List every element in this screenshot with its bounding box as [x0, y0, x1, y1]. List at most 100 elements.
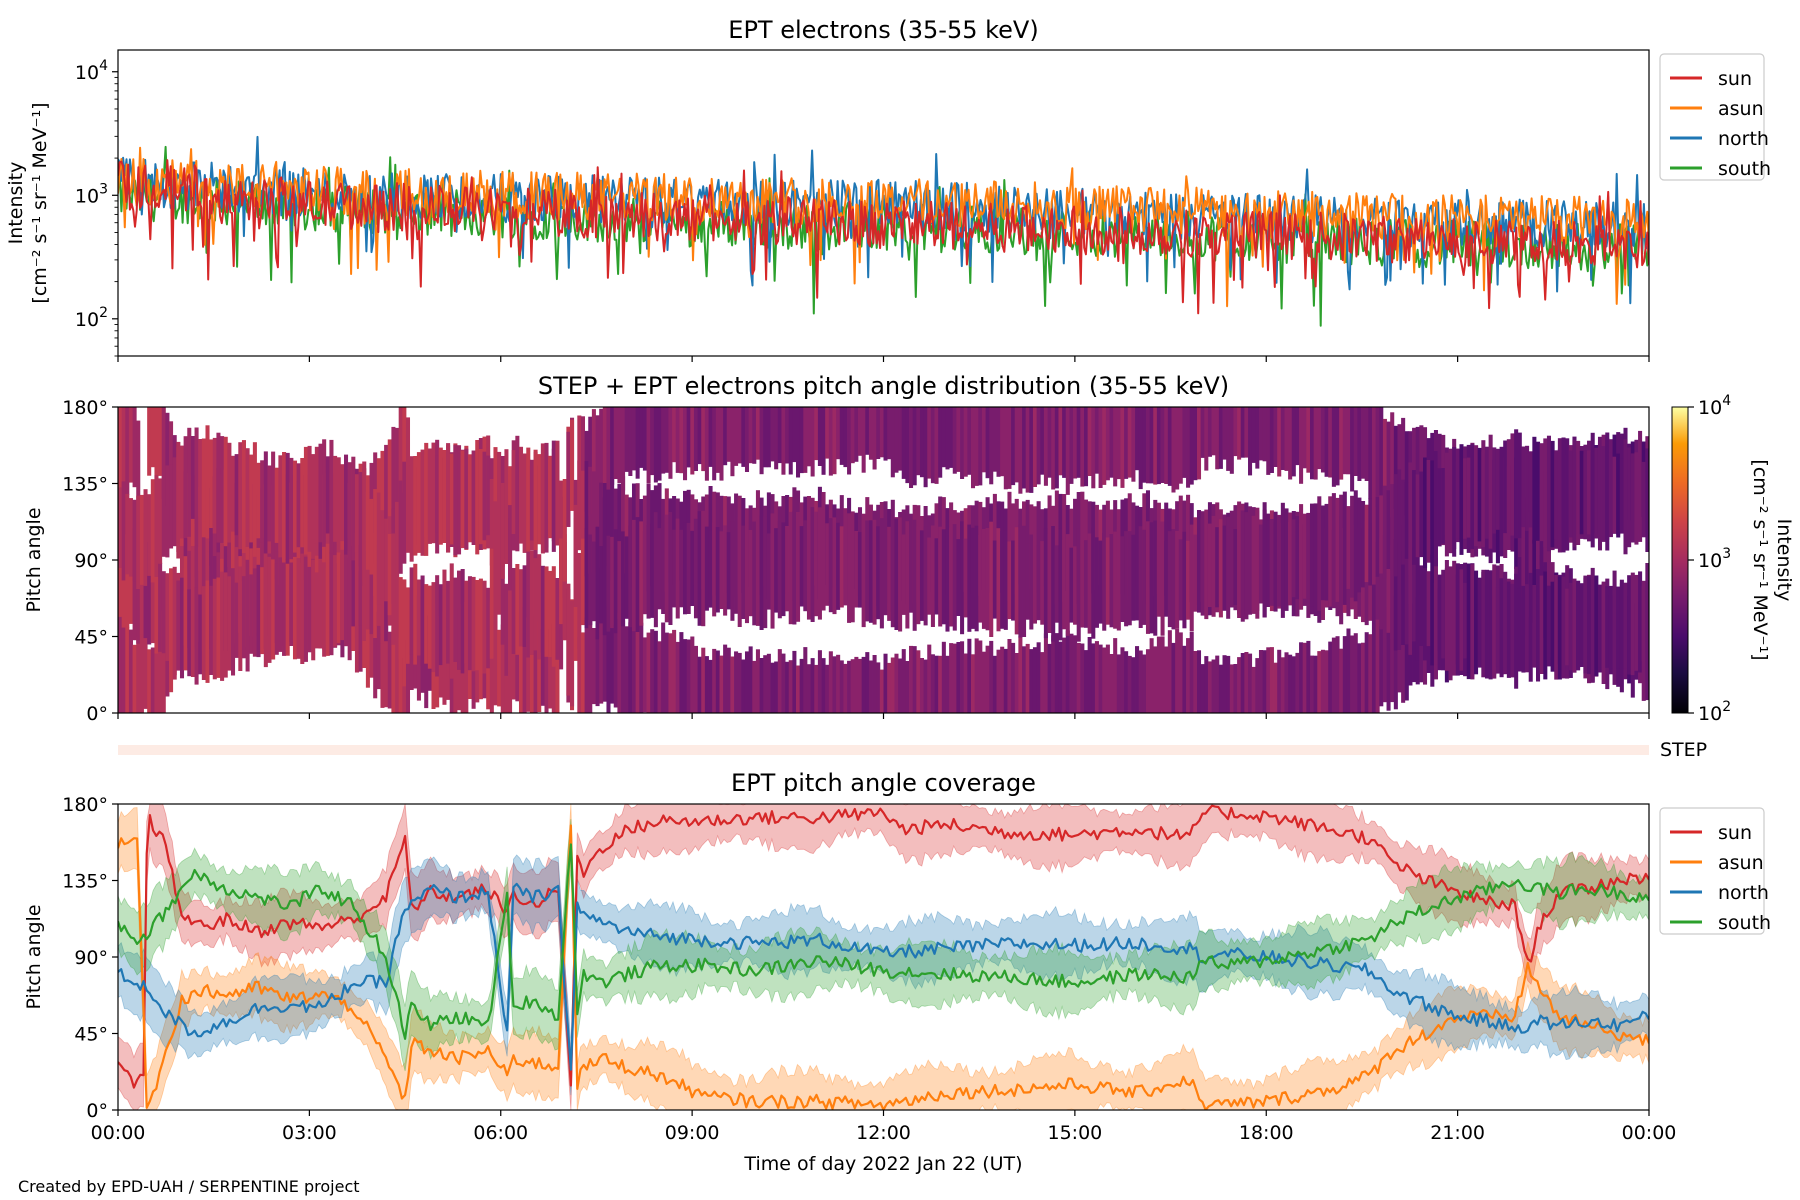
pad-cell-south	[1346, 506, 1351, 589]
pad-cell-north	[1459, 569, 1464, 671]
pad-cell-asun	[1313, 655, 1318, 713]
coverage-line-south	[118, 843, 1649, 1040]
pad-cell-south	[413, 563, 418, 665]
pad-cell-asun	[1131, 657, 1136, 713]
pad-cell-asun	[1218, 664, 1223, 713]
pad-cell-south	[1058, 528, 1063, 641]
pad-cell-south	[1262, 509, 1267, 618]
pad-cell-sun	[1098, 407, 1103, 488]
pad-cell-south	[438, 584, 443, 666]
pad-cell-asun	[1226, 655, 1231, 713]
pad-cell-north	[1630, 572, 1635, 676]
pad-cell-asun	[1149, 638, 1154, 713]
pad-cell-north	[617, 483, 622, 580]
pad-cell-north	[424, 454, 429, 538]
pad-cell-south	[263, 451, 268, 554]
pad-cell-asun	[1036, 642, 1041, 713]
pad-cell-south	[252, 442, 257, 557]
pad-cell-sun	[1229, 407, 1234, 474]
pad-cell-south	[533, 558, 538, 651]
pad-cell-south	[121, 481, 126, 581]
pad-cell-north	[1528, 572, 1533, 682]
x-tick-label: 12:00	[856, 1122, 911, 1144]
pad-cell-sun	[821, 407, 826, 475]
pad-cell-sun	[650, 407, 655, 476]
pad-cell-asun	[595, 622, 600, 707]
pad-cell-sun	[201, 480, 206, 578]
pad-cell-south	[945, 522, 950, 632]
intensity-x-ticks	[117, 356, 1650, 362]
pad-cell-sun	[1218, 407, 1223, 469]
pad-cell-south	[770, 513, 775, 629]
pad-cell-south	[442, 569, 447, 678]
pad-cell-south	[1240, 510, 1245, 622]
pad-cell-north	[344, 550, 349, 634]
pad-cell-south	[577, 553, 582, 650]
pad-cell-north	[1594, 575, 1599, 676]
pad-cell-asun	[1178, 632, 1183, 713]
pad-cell-south	[1339, 494, 1344, 604]
pad-cell-asun	[1138, 650, 1143, 713]
pad-cell-north	[1623, 582, 1628, 669]
pad-cell-north	[1612, 570, 1617, 685]
pad-cell-sun	[1036, 407, 1041, 485]
pad-cell-asun	[865, 652, 870, 713]
pad-cell-asun	[712, 648, 717, 713]
pad-cell-north	[118, 538, 123, 617]
pad-cell-sun	[1361, 407, 1366, 479]
pad-cell-south	[832, 517, 837, 615]
pad-cell-north	[544, 442, 549, 553]
pad-cell-asun	[970, 654, 976, 713]
pad-cell-south	[1014, 527, 1019, 635]
pad-cell-south	[595, 526, 600, 640]
pad-cell-south	[1484, 446, 1490, 539]
pad-cell-asun	[580, 632, 585, 713]
pad-cell-south	[311, 454, 316, 540]
pad-cell-south	[1576, 440, 1581, 545]
pad-cell-sun	[697, 407, 702, 465]
pad-cell-south	[1022, 525, 1027, 637]
pad-cell-south	[446, 580, 451, 664]
pad-cell-sun	[1127, 407, 1132, 478]
pad-cell-sun	[398, 407, 403, 510]
pad-cell-north	[402, 461, 407, 564]
pad-cell-south	[424, 584, 429, 664]
pad-cell-north	[234, 582, 239, 658]
pad-cell-sun	[395, 427, 400, 506]
intensity-line-sun	[118, 159, 1649, 315]
pad-cell-asun	[121, 407, 126, 491]
pad-cell-south	[715, 527, 720, 613]
pad-cell-north	[413, 456, 418, 556]
pad-cell-asun	[602, 623, 607, 702]
pad-cell-north	[176, 580, 181, 671]
pad-cell-south	[1506, 439, 1511, 533]
pad-cell-south	[1641, 461, 1646, 538]
pad-cell-asun	[752, 660, 757, 713]
pad-cell-south	[1182, 531, 1187, 629]
pad-cell-asun	[945, 655, 950, 713]
pad-cell-south	[865, 520, 870, 622]
pad-cell-asun	[628, 622, 633, 713]
pad-cell-asun	[989, 640, 994, 713]
pad-cell-south	[347, 462, 352, 551]
x-tick-label: 15:00	[1047, 1122, 1102, 1144]
pad-cell-north	[223, 572, 228, 678]
pad-cell-sun	[1109, 407, 1114, 478]
colorbar-tick-label: 103	[1698, 546, 1731, 572]
pad-cell-north	[1495, 587, 1500, 667]
pad-cell-south	[1266, 520, 1271, 606]
pad-cell-asun	[515, 624, 520, 702]
pad-cell-north	[566, 583, 571, 696]
pad-cell-north	[427, 450, 432, 536]
pad-cell-north	[577, 460, 582, 551]
pad-cell-south	[763, 516, 768, 629]
pad-cell-asun	[905, 661, 910, 713]
pad-cell-asun	[1000, 646, 1005, 713]
pad-cell-asun	[118, 407, 123, 502]
x-tick-label: 09:00	[665, 1122, 720, 1144]
pad-cell-south	[974, 525, 979, 632]
pad-cell-sun	[726, 407, 731, 462]
pad-cell-sun	[1277, 407, 1282, 477]
pad-cell-asun	[868, 660, 873, 713]
pad-cell-north	[1597, 584, 1603, 668]
